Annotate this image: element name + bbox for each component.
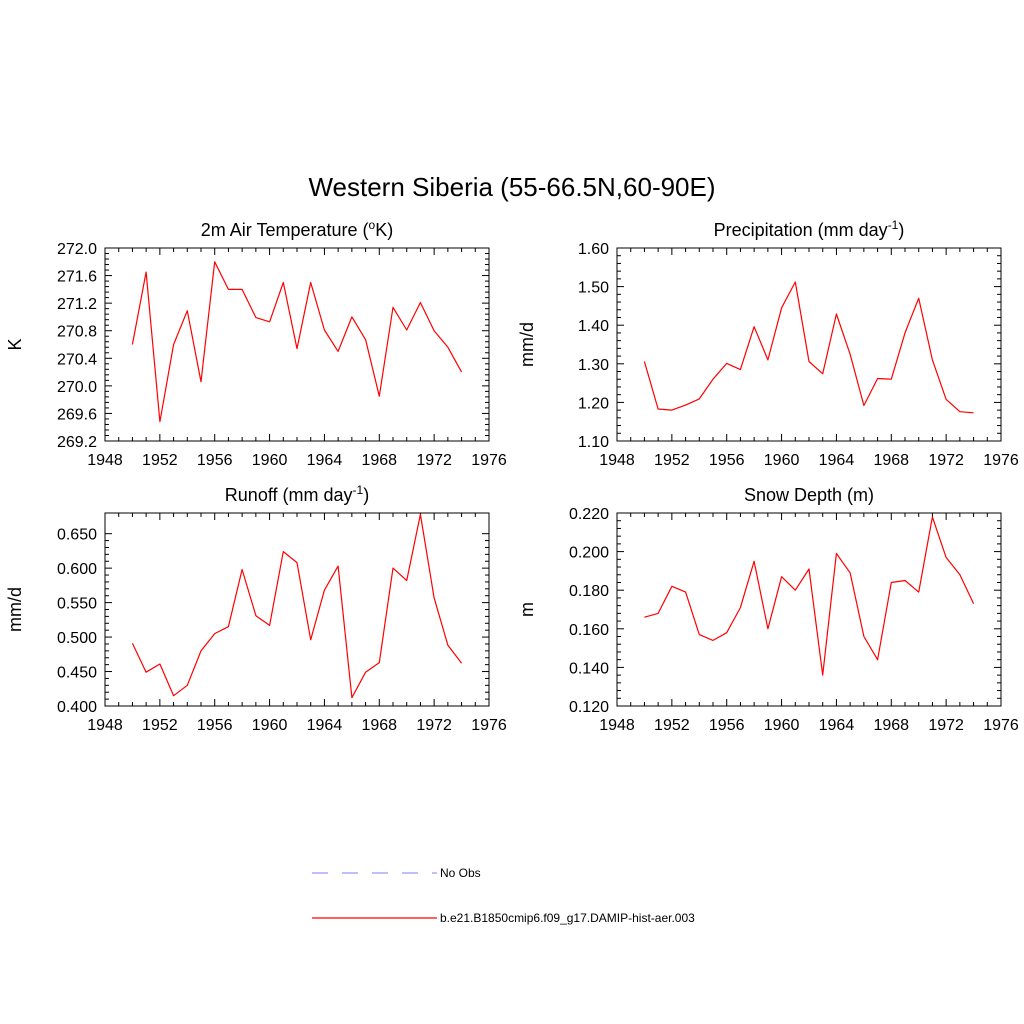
panel-title-sup: -1 [888,218,899,232]
x-tick-label: 1952 [654,452,690,469]
x-tick-label: 1968 [361,717,397,734]
panel-title-main: Runoff (mm day [225,485,353,505]
x-tick-label: 1948 [87,452,123,469]
y-tick-label: 0.140 [569,660,609,677]
y-tick-label: 1.40 [578,318,609,335]
plot-frame [616,512,1002,707]
legend-item: b.e21.B1850cmip6.f09_g17.DAMIP-hist-aer.… [312,911,695,925]
y-tick-label: 271.2 [57,296,97,313]
x-tick-label: 1948 [87,717,123,734]
y-axis-label: m [517,602,537,617]
x-tick-label: 1968 [873,717,909,734]
y-tick-label: 0.600 [57,561,97,578]
legend-label: No Obs [440,866,481,880]
x-tick-label: 1952 [654,717,690,734]
panel-3: Runoff (mm day-1) mm/d 1948 1952 1956 1960 196… [5,483,507,734]
x-tick-label: 1976 [983,717,1019,734]
x-tick-label: 1976 [471,717,507,734]
y-tick-label: 270.4 [57,351,97,368]
x-tick-label: 1972 [416,717,452,734]
legend-label: b.e21.B1850cmip6.f09_g17.DAMIP-hist-aer.… [440,911,695,925]
panel-title-sup: o [369,218,376,232]
y-tick-label: 270.8 [57,324,97,341]
y-tick-label: 0.650 [57,527,97,544]
y-tick-label: 1.50 [578,280,609,297]
y-tick-label: 1.10 [578,434,609,451]
y-tick-label: 1.20 [578,395,609,412]
x-tick-label: 1960 [252,452,288,469]
y-tick-label: 0.500 [57,630,97,647]
panel-4: Snow Depth (m) m 1948 1952 1956 1960 1964 1968 1… [517,485,1019,734]
y-tick-label: 0.220 [569,506,609,523]
x-tick-label: 1964 [307,452,343,469]
x-tick-label: 1960 [764,717,800,734]
panel-title-main: Snow Depth (m) [744,485,874,505]
panels: 2m Air Temperature (oK) K 1948 1952 1956 1960… [5,218,1019,734]
panel-title-suffix: K) [375,220,393,240]
y-tick-label: 269.6 [57,406,97,423]
x-tick-label: 1956 [709,452,745,469]
y-tick-label: 269.2 [57,434,97,451]
figure-title: Western Siberia (55-66.5N,60-90E) [308,172,715,202]
series-line [643,281,974,414]
x-tick-label: 1972 [416,452,452,469]
x-tick-label: 1948 [599,717,635,734]
panel-title: Precipitation (mm day-1) [714,218,905,240]
series-line [644,516,975,676]
x-tick-label: 1956 [197,452,233,469]
panel-title: 2m Air Temperature (oK) [201,218,393,240]
x-tick-label: 1952 [142,452,178,469]
plot-frame [104,247,490,442]
y-tick-label: 0.200 [569,545,609,562]
x-tick-label: 1964 [819,717,855,734]
legend-item: No Obs [312,866,481,880]
y-tick-label: 0.180 [569,583,609,600]
x-tick-label: 1964 [307,717,343,734]
plot-frame [616,247,1002,442]
panel-title: Runoff (mm day-1) [225,483,369,505]
x-tick-label: 1956 [197,717,233,734]
y-axis-label: mm/d [5,587,25,632]
y-tick-label: 272.0 [57,241,97,258]
y-tick-label: 0.400 [57,699,97,716]
x-tick-label: 1952 [142,717,178,734]
x-tick-label: 1960 [252,717,288,734]
y-tick-label: 0.120 [569,699,609,716]
x-tick-label: 1968 [361,452,397,469]
plot-frame [104,512,490,707]
x-tick-label: 1964 [819,452,855,469]
panel-title-main: 2m Air Temperature ( [201,220,369,240]
series-line [131,261,463,423]
y-axis-label: mm/d [517,322,537,367]
panel-title-suffix: ) [363,485,369,505]
x-tick-label: 1972 [928,452,964,469]
panel-2: Precipitation (mm day-1) mm/d 1948 1952 1956… [517,218,1019,469]
x-tick-label: 1968 [873,452,909,469]
panel-title-sup: -1 [353,483,364,497]
x-tick-label: 1976 [983,452,1019,469]
y-tick-label: 0.160 [569,622,609,639]
x-tick-label: 1960 [764,452,800,469]
x-tick-label: 1956 [709,717,745,734]
series-line [131,513,463,699]
y-tick-label: 1.30 [578,357,609,374]
panel-title-suffix: ) [898,220,904,240]
x-tick-label: 1976 [471,452,507,469]
y-tick-label: 0.450 [57,665,97,682]
panel-title: Snow Depth (m) [744,485,874,505]
y-tick-label: 271.6 [57,269,97,286]
x-tick-label: 1972 [928,717,964,734]
y-axis-label: K [5,338,25,350]
panel-title-main: Precipitation (mm day [714,220,888,240]
x-tick-label: 1948 [599,452,635,469]
y-tick-label: 1.60 [578,241,609,258]
y-tick-label: 270.0 [57,379,97,396]
y-tick-label: 0.550 [57,596,97,613]
legend: No Obs b.e21.B1850cmip6.f09_g17.DAMIP-his… [312,866,695,925]
panel-1: 2m Air Temperature (oK) K 1948 1952 1956 1960… [5,218,507,469]
